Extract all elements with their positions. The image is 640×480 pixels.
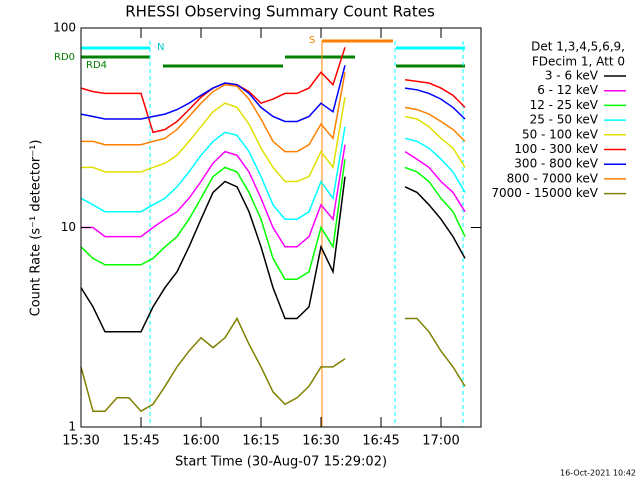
series-line: [80, 65, 466, 123]
state-flags: [81, 39, 465, 68]
legend-label: 3 - 6 keV: [545, 69, 599, 83]
annotation: RD4: [86, 60, 107, 71]
legend-label: 12 - 25 keV: [530, 98, 599, 112]
annotation: RD0: [54, 52, 75, 63]
y-tick-label: 100: [53, 21, 76, 35]
plot-area: [80, 47, 466, 413]
legend-label: 50 - 100 keV: [522, 127, 599, 141]
x-tick-label: 16:45: [362, 434, 399, 449]
series-line: [81, 144, 466, 248]
annotation: S: [309, 35, 315, 46]
legend-title: FDecim 1, Att 0: [532, 55, 625, 69]
series-line: [80, 126, 466, 220]
series-line: [80, 316, 466, 413]
legend-label: 6 - 12 keV: [537, 83, 599, 97]
x-axis-label: Start Time (30-Aug-07 15:29:02): [175, 455, 387, 470]
legend-title: Det 1,3,4,5,6,9,: [531, 40, 625, 54]
legend-label: 7000 - 15000 keV: [491, 186, 598, 200]
x-tick-label: 16:15: [242, 434, 279, 449]
y-axis-label: Count Rate (s⁻¹ detector⁻¹): [29, 140, 44, 317]
series-line: [81, 97, 466, 183]
x-tick-label: 16:00: [182, 434, 219, 449]
chart-title: RHESSI Observing Summary Count Rates: [125, 3, 435, 21]
legend-label: 100 - 300 keV: [514, 142, 598, 156]
x-tick-label: 15:45: [122, 434, 159, 449]
y-tick-label: 1: [68, 420, 76, 434]
x-tick-label: 16:30: [302, 434, 339, 449]
legend-label: 800 - 7000 keV: [507, 171, 599, 185]
annotation: N: [157, 42, 164, 53]
x-tick-label: 17:00: [422, 434, 459, 449]
legend-label: 25 - 50 keV: [530, 113, 599, 127]
series-line: [80, 159, 466, 281]
x-tick-label: 15:30: [62, 434, 99, 449]
y-tick-label: 10: [61, 220, 76, 234]
footer: 16-Oct-2021 10:42: [560, 469, 636, 478]
series-line: [80, 176, 466, 333]
legend-label: 300 - 800 keV: [514, 157, 598, 171]
series-line: [81, 72, 466, 153]
